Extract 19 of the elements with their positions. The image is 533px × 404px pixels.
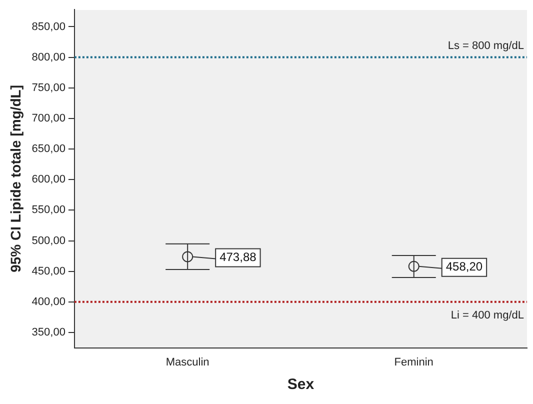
- data-label: 473,88: [220, 250, 257, 264]
- y-tick-label: 850,00: [32, 20, 66, 33]
- ref-line-label: Ls = 800 mg/dL: [448, 40, 524, 52]
- x-axis-title: Sex: [287, 376, 315, 394]
- y-tick-label: 700,00: [32, 112, 66, 124]
- y-axis-title: 95% CI Lipide totale [mg/dL]: [7, 84, 24, 272]
- y-tick-label: 650,00: [32, 143, 66, 156]
- y-tick-label: 400,00: [32, 296, 66, 308]
- y-tick-label: 350,00: [32, 326, 66, 339]
- y-tick-label: 550,00: [32, 204, 66, 216]
- x-tick-label: Masculin: [166, 356, 210, 368]
- y-tick-label: 500,00: [32, 234, 66, 247]
- y-tick-label: 800,00: [32, 51, 66, 64]
- y-tick-label: 750,00: [32, 82, 66, 94]
- y-tick-label: 600,00: [32, 174, 66, 186]
- ref-line-label: Li = 400 mg/dL: [450, 309, 524, 322]
- y-tick-label: 450,00: [32, 265, 66, 278]
- x-tick-label: Feminin: [394, 356, 434, 368]
- data-label: 458,20: [446, 260, 483, 274]
